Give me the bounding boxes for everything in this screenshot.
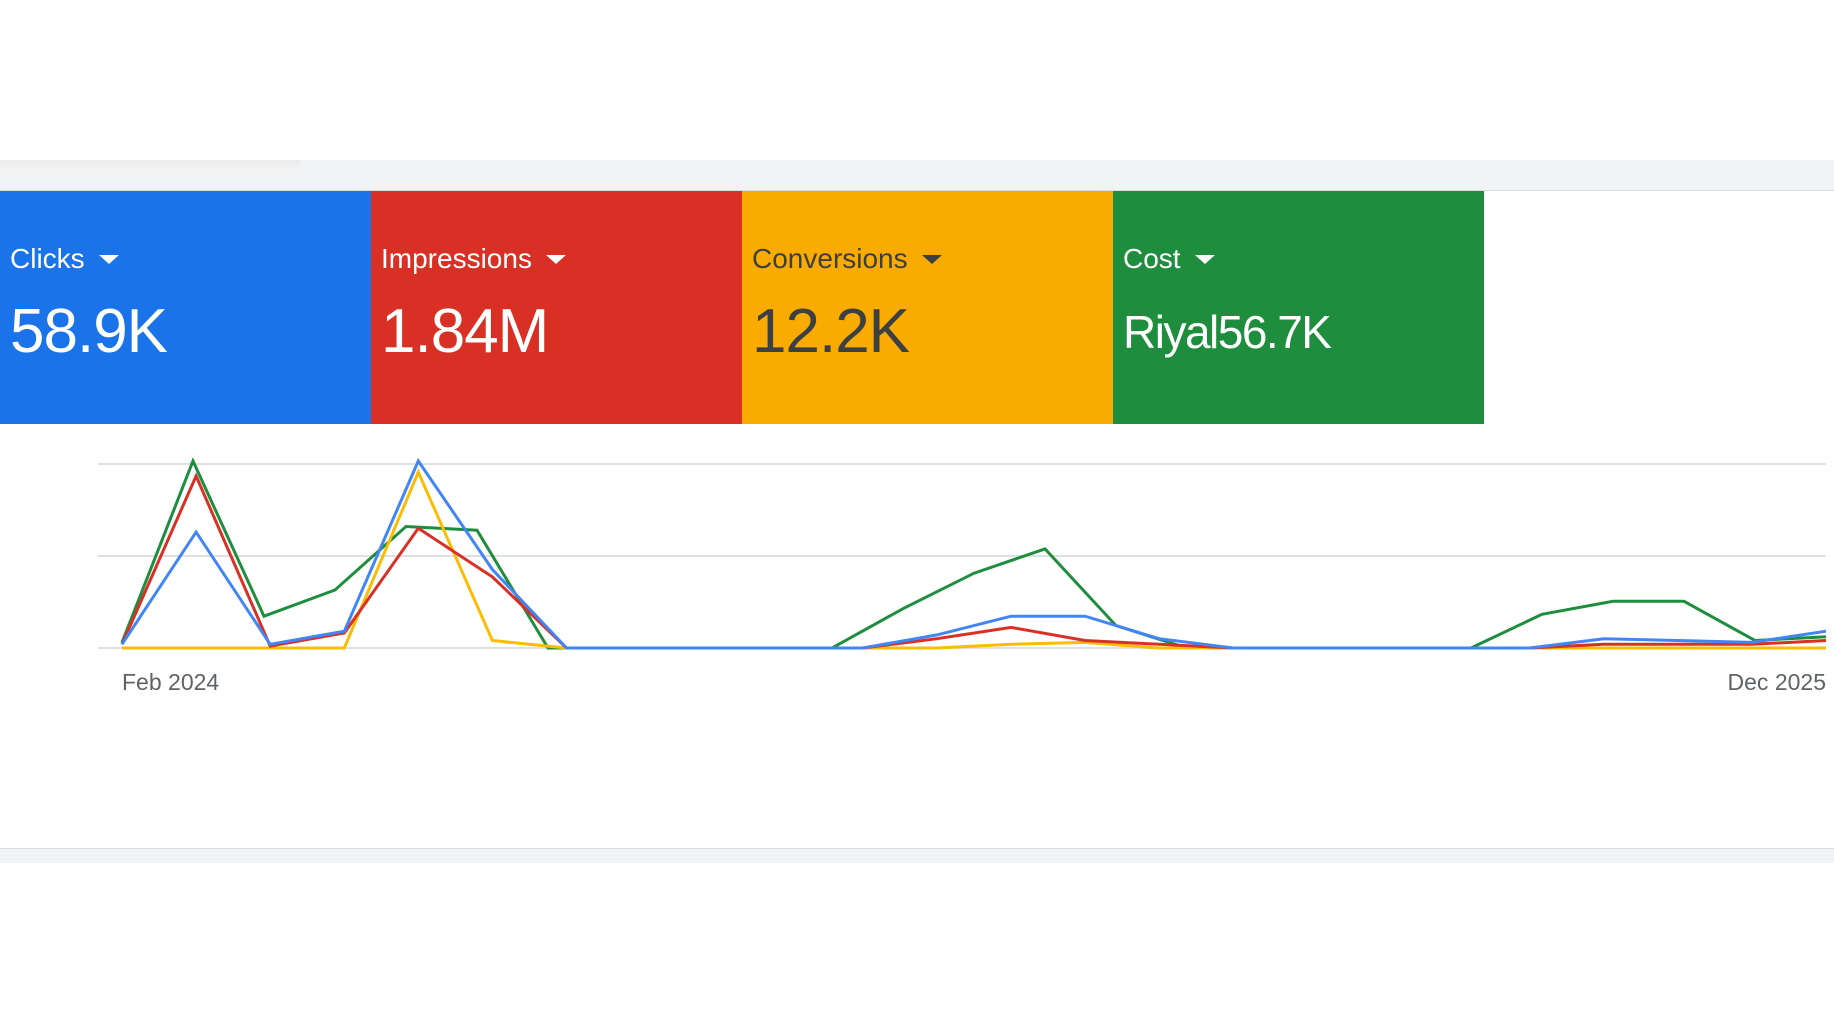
metric-card-impressions[interactable]: Impressions 1.84M [371, 191, 742, 424]
metric-label: Conversions [752, 243, 908, 274]
metric-label: Cost [1123, 243, 1181, 274]
series-line-impressions [120, 472, 1827, 650]
metric-label-row: Conversions [752, 243, 1113, 275]
panel-header-strip [0, 160, 1834, 191]
performance-panel: Clicks 58.9K Impressions 1.84M Conversio… [0, 160, 1834, 863]
metric-value: 1.84M [381, 297, 549, 366]
series-line-clicks [120, 457, 1827, 650]
chart-x-axis: Feb 2024 Dec 2025 [122, 669, 1826, 695]
series-line-cost [120, 457, 1827, 650]
series-line-conversions [122, 468, 1826, 650]
metric-card-clicks[interactable]: Clicks 58.9K [0, 191, 371, 424]
dropdown-caret-icon[interactable] [1194, 254, 1215, 264]
metric-label-row: Cost [1123, 243, 1484, 275]
dropdown-caret-icon[interactable] [921, 254, 942, 264]
performance-chart: Feb 2024 Dec 2025 [0, 440, 1834, 840]
x-axis-start-label: Feb 2024 [122, 669, 219, 695]
x-axis-end-label: Dec 2025 [1728, 669, 1826, 695]
metric-label-row: Impressions [381, 243, 742, 275]
metric-label-row: Clicks [10, 243, 371, 275]
metric-card-cost[interactable]: Cost Riyal56.7K [1113, 191, 1484, 424]
line-chart-svg: Feb 2024 Dec 2025 [98, 457, 1827, 695]
metric-cards: Clicks 58.9K Impressions 1.84M Conversio… [0, 191, 1484, 424]
chart-series [120, 457, 1827, 650]
metric-card-conversions[interactable]: Conversions 12.2K [742, 191, 1113, 424]
metric-value: Riyal56.7K [1123, 306, 1332, 358]
metric-label: Clicks [10, 243, 85, 274]
metric-value: 12.2K [752, 297, 910, 366]
dropdown-caret-icon[interactable] [98, 254, 119, 264]
header-tab-shadow [0, 160, 300, 172]
panel-footer-strip [0, 848, 1834, 863]
metric-label: Impressions [381, 243, 532, 274]
metric-value: 58.9K [10, 297, 168, 366]
dropdown-caret-icon[interactable] [545, 254, 566, 264]
